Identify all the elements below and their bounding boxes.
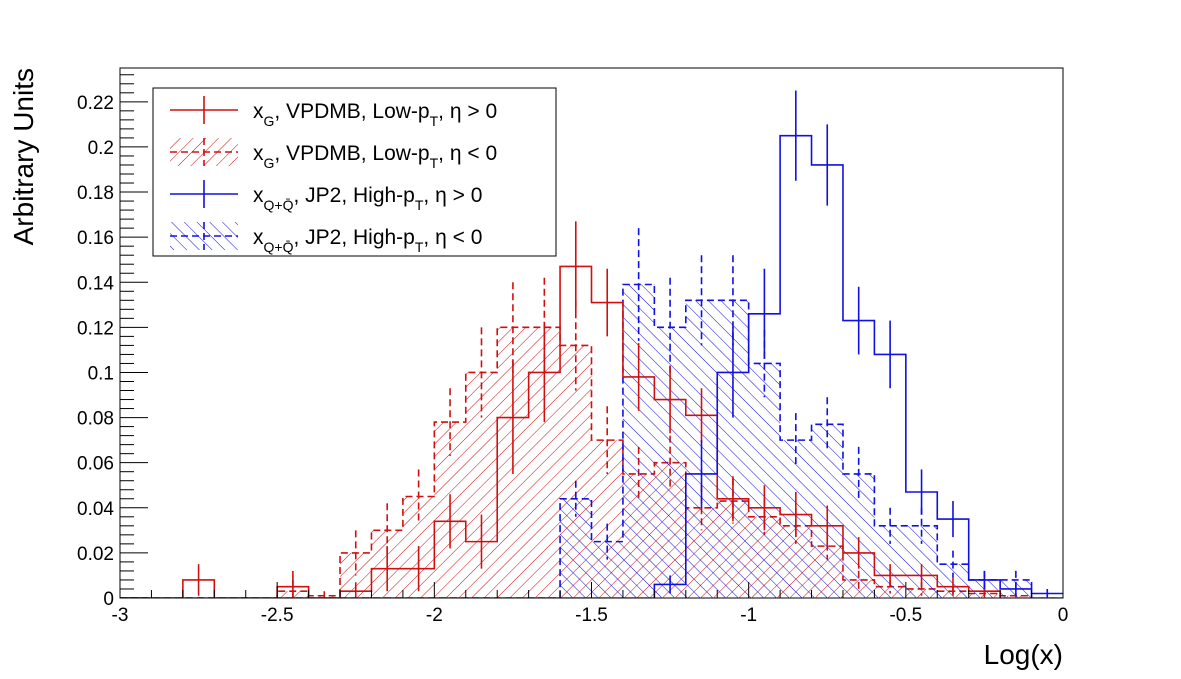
histogram-layer xyxy=(120,90,1063,598)
y-tick-label: 0.02 xyxy=(77,544,114,565)
y-tick-label: 0.18 xyxy=(77,183,114,204)
x-tick-label: -1.5 xyxy=(575,605,608,626)
legend-entry-1: xG, VPDMB, Low-pT, η > 0 xyxy=(170,96,497,129)
y-tick-label: 0.1 xyxy=(88,363,114,384)
legend: xG, VPDMB, Low-pT, η > 0 xG, VPDMB, Low-p… xyxy=(152,87,557,257)
y-tick-label: 0.22 xyxy=(77,93,114,114)
legend-entry-3: xQ+Q̄, JP2, High-pT, η > 0 xyxy=(170,180,482,213)
y-tick-label: 0.08 xyxy=(77,409,114,430)
y-tick-label: 0.12 xyxy=(77,318,114,339)
y-tick-label: 0.14 xyxy=(77,273,114,294)
x-tick-label: 0 xyxy=(1058,605,1069,626)
series-2-hatch xyxy=(120,327,1063,598)
axis-layer: -3 -2.5 -2 -1.5 -1 -0.5 0 0 0.02 0.04 0.06 0.08 0.1 0… xyxy=(77,74,1069,626)
legend-entry-2: xG, VPDMB, Low-pT, η < 0 xyxy=(170,138,497,171)
series-1 xyxy=(120,221,1063,598)
legend-label: xQ+Q̄, JP2, High-pT, η < 0 xyxy=(253,226,482,255)
series-1-outline xyxy=(120,265,1063,598)
x-tick-label: -2 xyxy=(426,605,443,626)
series-3-outline xyxy=(120,134,1063,598)
x-tick-label: -2.5 xyxy=(261,605,294,626)
series-3 xyxy=(120,90,1063,598)
x-tick-label: -3 xyxy=(112,605,129,626)
legend-label: xG, VPDMB, Low-pT, η < 0 xyxy=(253,142,497,171)
legend-label: xG, VPDMB, Low-pT, η > 0 xyxy=(253,100,497,129)
y-tick-label: 0 xyxy=(103,589,114,610)
legend-entry-4: xQ+Q̄, JP2, High-pT, η < 0 xyxy=(170,222,482,255)
y-tick-label: 0.2 xyxy=(88,138,114,159)
y-tick-label: 0.16 xyxy=(77,228,114,249)
x-tick-label: -1 xyxy=(740,605,757,626)
y-axis-label: Arbitrary Units xyxy=(8,68,39,245)
x-tick-label: -0.5 xyxy=(889,605,922,626)
y-tick-label: 0.04 xyxy=(77,499,114,520)
x-axis-label: Log(x) xyxy=(984,639,1063,670)
y-tick-label: 0.06 xyxy=(77,454,114,475)
legend-label: xQ+Q̄, JP2, High-pT, η > 0 xyxy=(253,184,482,213)
